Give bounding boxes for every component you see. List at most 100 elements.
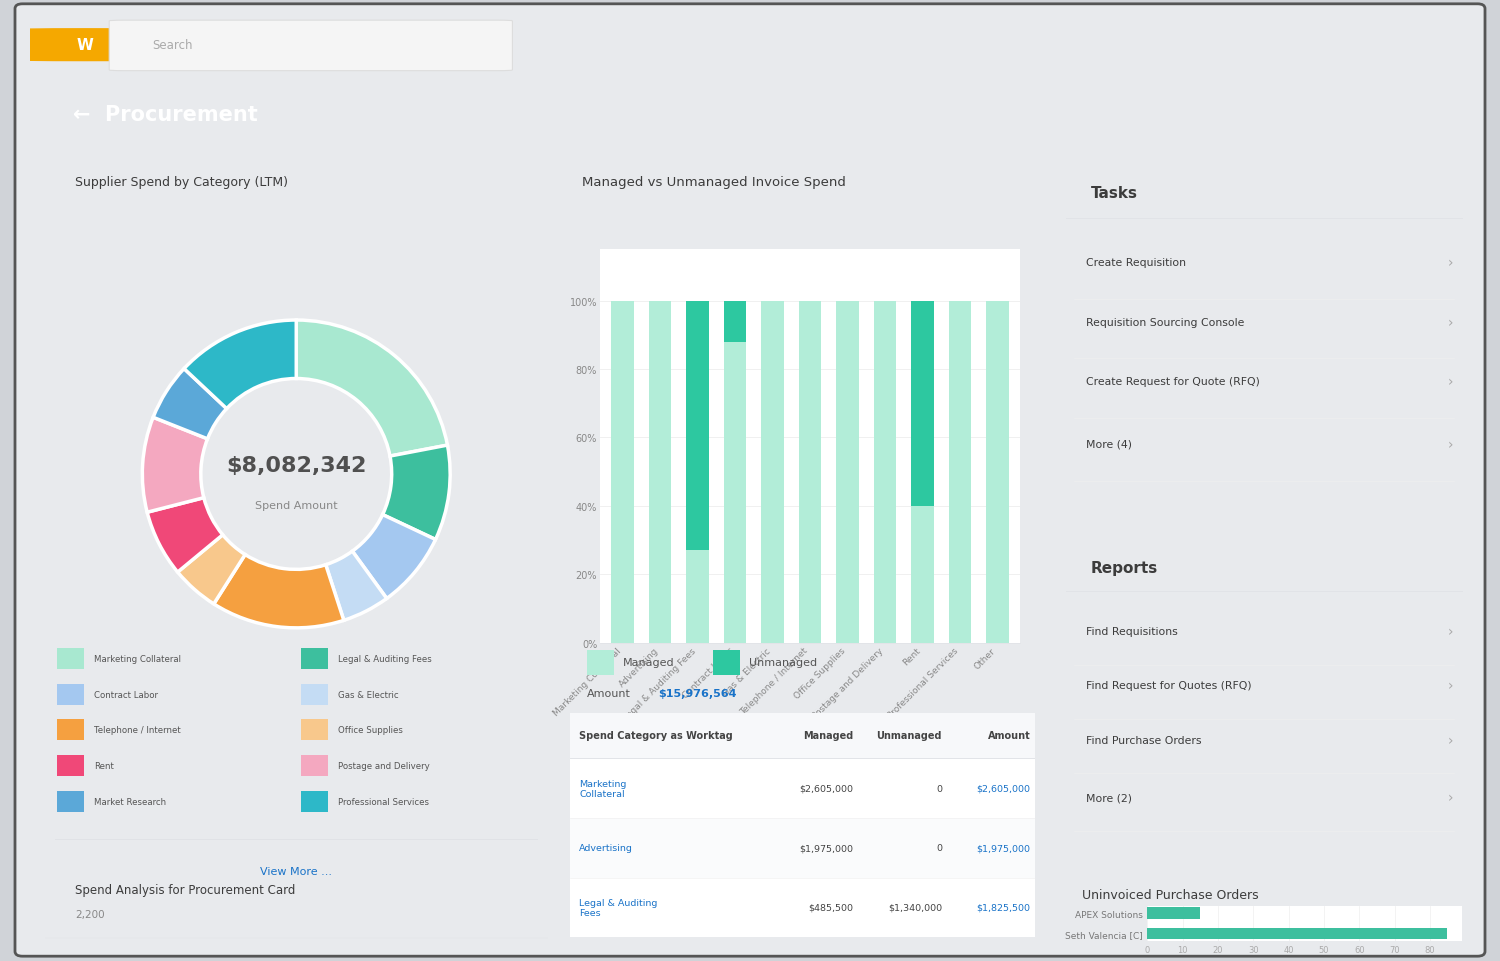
Text: ›: ›	[1448, 625, 1454, 638]
Text: Legal & Auditing
Fees: Legal & Auditing Fees	[579, 898, 657, 917]
Text: $1,975,000: $1,975,000	[976, 844, 1030, 852]
Text: Unmanaged: Unmanaged	[876, 730, 942, 740]
Text: More (4): More (4)	[1086, 439, 1132, 449]
Bar	[873, 302, 897, 643]
Text: Create Requisition: Create Requisition	[1086, 259, 1186, 268]
Text: Tasks: Tasks	[1090, 185, 1137, 201]
Text: Amount: Amount	[987, 730, 1030, 740]
Text: Find Purchase Orders: Find Purchase Orders	[1086, 735, 1202, 745]
Bar	[686, 302, 708, 551]
Text: $485,500: $485,500	[808, 902, 853, 912]
Bar	[1148, 927, 1448, 939]
Wedge shape	[382, 446, 450, 540]
FancyBboxPatch shape	[57, 684, 84, 705]
Text: Uninvoiced Purchase Orders: Uninvoiced Purchase Orders	[1083, 888, 1258, 901]
Text: ›: ›	[1448, 315, 1454, 330]
Text: Postage and Delivery: Postage and Delivery	[338, 761, 429, 770]
Text: Reports: Reports	[1090, 560, 1158, 576]
Text: View More ...: View More ...	[261, 866, 333, 876]
Text: Marketing Collateral: Marketing Collateral	[94, 654, 182, 663]
Circle shape	[0, 30, 402, 62]
Text: 0: 0	[936, 844, 942, 852]
Wedge shape	[296, 321, 447, 456]
Bar	[760, 302, 783, 643]
Text: Create Request for Quote (RFQ): Create Request for Quote (RFQ)	[1086, 377, 1260, 386]
Text: $15,976,564: $15,976,564	[658, 688, 736, 699]
Text: Professional Services: Professional Services	[338, 797, 429, 805]
FancyBboxPatch shape	[302, 649, 328, 670]
FancyBboxPatch shape	[57, 755, 84, 776]
Wedge shape	[147, 498, 222, 573]
Bar	[723, 342, 747, 643]
Text: Spend Category as Worktag: Spend Category as Worktag	[579, 730, 734, 740]
FancyBboxPatch shape	[712, 651, 740, 676]
Text: Amount: Amount	[586, 688, 630, 699]
Wedge shape	[177, 535, 244, 604]
FancyBboxPatch shape	[302, 720, 328, 741]
Text: Telephone / Internet: Telephone / Internet	[94, 726, 180, 734]
Wedge shape	[153, 369, 226, 439]
Bar	[798, 302, 822, 643]
FancyBboxPatch shape	[302, 684, 328, 705]
Text: Gas & Electric: Gas & Electric	[338, 690, 399, 699]
Text: $1,825,500: $1,825,500	[976, 902, 1030, 912]
Bar	[948, 302, 970, 643]
Bar	[986, 302, 1008, 643]
Text: Unmanaged: Unmanaged	[748, 657, 816, 668]
FancyBboxPatch shape	[57, 649, 84, 670]
FancyBboxPatch shape	[570, 713, 1035, 757]
Bar	[910, 302, 933, 506]
Text: Managed: Managed	[622, 657, 674, 668]
Wedge shape	[326, 552, 387, 621]
FancyBboxPatch shape	[570, 818, 1035, 877]
Text: Advertising: Advertising	[579, 844, 633, 852]
Text: W: W	[76, 38, 93, 53]
Text: Find Request for Quotes (RFQ): Find Request for Quotes (RFQ)	[1086, 680, 1252, 691]
Text: ←  Procurement: ← Procurement	[74, 105, 258, 125]
Bar	[648, 302, 672, 643]
Text: Search: Search	[153, 39, 194, 52]
FancyBboxPatch shape	[57, 791, 84, 812]
Wedge shape	[142, 418, 207, 512]
Text: ›: ›	[1448, 732, 1454, 747]
Wedge shape	[352, 515, 435, 599]
Text: 0: 0	[936, 784, 942, 793]
Text: 2,200: 2,200	[75, 909, 105, 920]
Bar	[723, 302, 747, 342]
Text: ›: ›	[1448, 678, 1454, 693]
Text: ›: ›	[1448, 790, 1454, 804]
FancyBboxPatch shape	[586, 651, 613, 676]
Text: $2,605,000: $2,605,000	[976, 784, 1030, 793]
FancyBboxPatch shape	[302, 755, 328, 776]
Text: Managed vs Unmanaged Invoice Spend: Managed vs Unmanaged Invoice Spend	[582, 175, 846, 188]
Text: Supplier Spend by Category (LTM): Supplier Spend by Category (LTM)	[75, 175, 288, 188]
FancyBboxPatch shape	[57, 720, 84, 741]
Bar	[1148, 907, 1200, 919]
Bar	[686, 551, 708, 643]
Text: More (2): More (2)	[1086, 792, 1132, 802]
Bar	[837, 302, 858, 643]
Text: Marketing
Collateral: Marketing Collateral	[579, 778, 627, 799]
FancyBboxPatch shape	[15, 5, 1485, 956]
Text: Find Requisitions: Find Requisitions	[1086, 627, 1178, 636]
Text: Spend Amount: Spend Amount	[255, 501, 338, 510]
Text: Requisition Sourcing Console: Requisition Sourcing Console	[1086, 317, 1245, 327]
FancyBboxPatch shape	[570, 759, 1035, 818]
FancyBboxPatch shape	[302, 791, 328, 812]
Wedge shape	[214, 554, 344, 628]
Text: Market Research: Market Research	[94, 797, 166, 805]
Text: $8,082,342: $8,082,342	[226, 456, 366, 475]
FancyBboxPatch shape	[570, 877, 1035, 937]
Text: $1,340,000: $1,340,000	[888, 902, 942, 912]
Wedge shape	[184, 321, 297, 409]
Text: Contract Labor: Contract Labor	[94, 690, 158, 699]
Text: ›: ›	[1448, 256, 1454, 270]
Bar	[612, 302, 633, 643]
Text: Rent: Rent	[94, 761, 114, 770]
Text: Spend Analysis for Procurement Card: Spend Analysis for Procurement Card	[75, 883, 296, 896]
Bar	[910, 506, 933, 643]
Text: Office Supplies: Office Supplies	[338, 726, 402, 734]
FancyBboxPatch shape	[110, 21, 513, 72]
Text: ›: ›	[1448, 437, 1454, 451]
Text: Managed: Managed	[804, 730, 853, 740]
